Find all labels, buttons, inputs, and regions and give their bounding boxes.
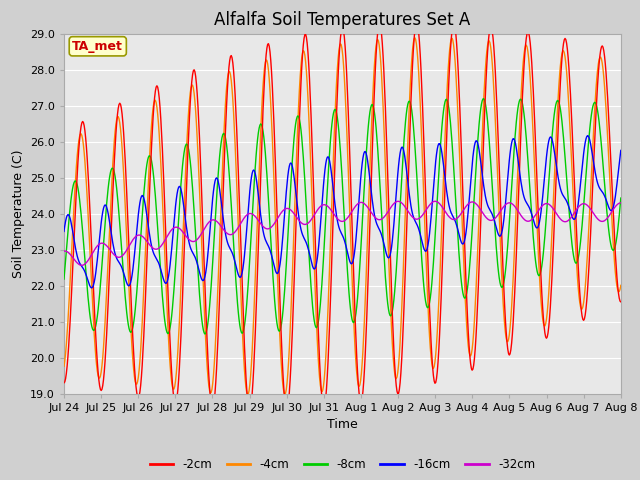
Text: TA_met: TA_met [72, 40, 124, 53]
X-axis label: Time: Time [327, 418, 358, 431]
Legend: -2cm, -4cm, -8cm, -16cm, -32cm: -2cm, -4cm, -8cm, -16cm, -32cm [145, 454, 540, 476]
Title: Alfalfa Soil Temperatures Set A: Alfalfa Soil Temperatures Set A [214, 11, 470, 29]
Y-axis label: Soil Temperature (C): Soil Temperature (C) [12, 149, 24, 278]
